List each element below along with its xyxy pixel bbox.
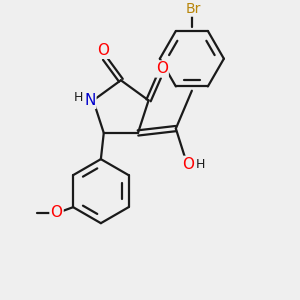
Text: O: O	[182, 157, 194, 172]
Text: O: O	[98, 43, 110, 58]
Text: N: N	[84, 93, 95, 108]
Text: Br: Br	[186, 2, 201, 16]
Text: H: H	[74, 91, 83, 104]
Text: H: H	[196, 158, 205, 171]
Text: O: O	[50, 205, 62, 220]
Text: O: O	[156, 61, 168, 76]
